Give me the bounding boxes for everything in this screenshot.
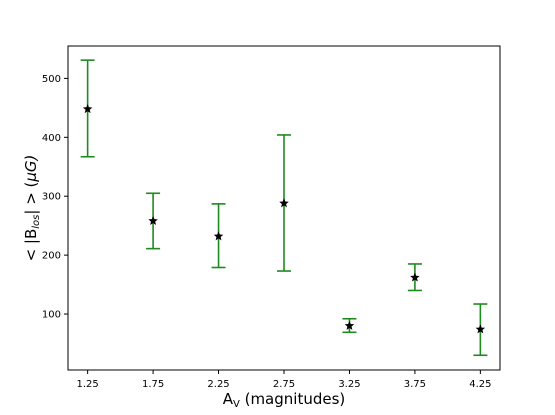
data-point-star bbox=[148, 215, 158, 226]
x-axis-label: AV (magnitudes) bbox=[223, 390, 346, 410]
data-point-star bbox=[344, 320, 355, 330]
x-tick-label: 2.25 bbox=[207, 379, 229, 390]
data-point-star bbox=[82, 104, 93, 114]
y-tick-label: 400 bbox=[42, 133, 61, 144]
data-point-star bbox=[213, 231, 224, 241]
x-tick-label: 1.75 bbox=[142, 379, 164, 390]
y-tick-label: 100 bbox=[42, 310, 61, 321]
y-tick-label: 200 bbox=[42, 251, 61, 262]
data-point-star bbox=[279, 198, 289, 208]
data-point-star bbox=[410, 272, 420, 282]
x-axis-ticks: 1.25 1.75 2.25 2.75 3.25 3.75 4.25 bbox=[77, 370, 491, 390]
y-axis-ticks: 100 200 300 400 500 bbox=[42, 74, 68, 321]
y-tick-label: 300 bbox=[42, 192, 61, 203]
x-tick-label: 4.25 bbox=[469, 379, 491, 390]
data-point-star bbox=[475, 324, 486, 334]
x-tick-label: 3.75 bbox=[404, 379, 426, 390]
x-tick-label: 3.25 bbox=[338, 379, 360, 390]
y-axis-label: < |Blos| > (μG) bbox=[22, 155, 42, 262]
markers-layer bbox=[82, 104, 486, 334]
x-tick-label: 1.25 bbox=[77, 379, 99, 390]
y-tick-label: 500 bbox=[42, 74, 61, 85]
x-tick-label: 2.75 bbox=[273, 379, 295, 390]
